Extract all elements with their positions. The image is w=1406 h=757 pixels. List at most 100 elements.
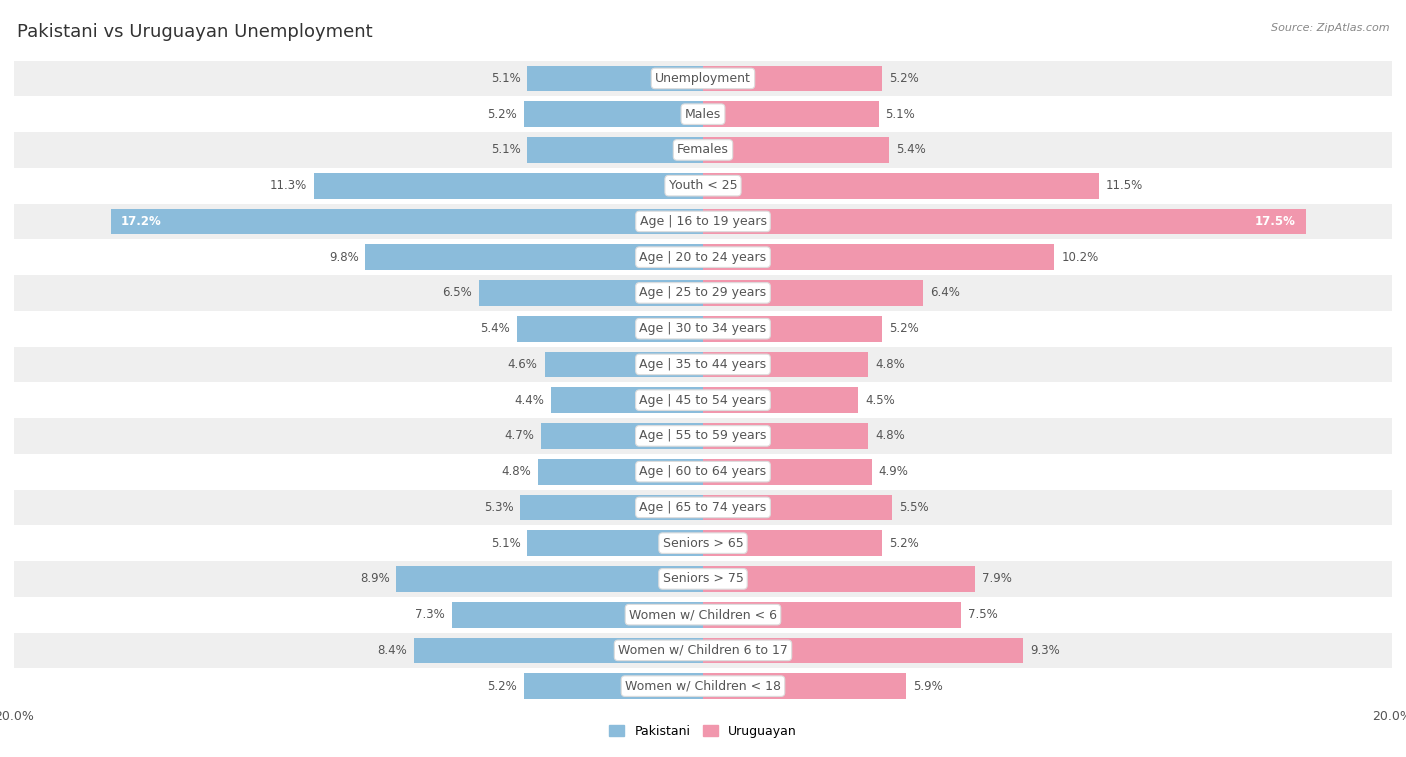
Text: 6.5%: 6.5% bbox=[443, 286, 472, 300]
Text: 5.2%: 5.2% bbox=[889, 322, 918, 335]
Text: Youth < 25: Youth < 25 bbox=[669, 179, 737, 192]
Text: 7.3%: 7.3% bbox=[415, 608, 444, 621]
Bar bbox=[111, 208, 703, 235]
Text: Seniors > 65: Seniors > 65 bbox=[662, 537, 744, 550]
Text: 4.8%: 4.8% bbox=[501, 465, 531, 478]
Text: 9.3%: 9.3% bbox=[1031, 644, 1060, 657]
Bar bbox=[703, 101, 879, 127]
Bar bbox=[544, 351, 703, 377]
Text: 7.9%: 7.9% bbox=[981, 572, 1012, 585]
Bar bbox=[703, 566, 976, 592]
Text: 17.5%: 17.5% bbox=[1254, 215, 1295, 228]
Text: Age | 45 to 54 years: Age | 45 to 54 years bbox=[640, 394, 766, 407]
Text: Seniors > 75: Seniors > 75 bbox=[662, 572, 744, 585]
Bar bbox=[703, 173, 1099, 198]
Text: 5.2%: 5.2% bbox=[889, 72, 918, 85]
Bar bbox=[703, 280, 924, 306]
Text: 6.4%: 6.4% bbox=[931, 286, 960, 300]
Text: Women w/ Children < 6: Women w/ Children < 6 bbox=[628, 608, 778, 621]
Text: Women w/ Children 6 to 17: Women w/ Children 6 to 17 bbox=[619, 644, 787, 657]
Bar bbox=[0, 311, 1406, 347]
Text: 9.8%: 9.8% bbox=[329, 251, 359, 263]
Text: Males: Males bbox=[685, 107, 721, 120]
Text: 5.1%: 5.1% bbox=[491, 537, 520, 550]
Bar bbox=[703, 245, 1054, 270]
Bar bbox=[0, 132, 1406, 168]
Bar bbox=[314, 173, 703, 198]
Text: Pakistani vs Uruguayan Unemployment: Pakistani vs Uruguayan Unemployment bbox=[17, 23, 373, 41]
Text: 17.2%: 17.2% bbox=[121, 215, 162, 228]
Text: 5.1%: 5.1% bbox=[491, 72, 520, 85]
Text: Age | 35 to 44 years: Age | 35 to 44 years bbox=[640, 358, 766, 371]
Text: Age | 65 to 74 years: Age | 65 to 74 years bbox=[640, 501, 766, 514]
Text: 4.9%: 4.9% bbox=[879, 465, 908, 478]
Bar bbox=[703, 423, 869, 449]
Bar bbox=[703, 316, 882, 341]
Text: 5.4%: 5.4% bbox=[481, 322, 510, 335]
Text: Age | 60 to 64 years: Age | 60 to 64 years bbox=[640, 465, 766, 478]
Bar bbox=[451, 602, 703, 628]
Bar bbox=[703, 531, 882, 556]
Text: Women w/ Children < 18: Women w/ Children < 18 bbox=[626, 680, 780, 693]
Text: 7.5%: 7.5% bbox=[969, 608, 998, 621]
Text: Females: Females bbox=[678, 143, 728, 157]
Text: 5.4%: 5.4% bbox=[896, 143, 925, 157]
Bar bbox=[0, 633, 1406, 668]
Text: 8.9%: 8.9% bbox=[360, 572, 389, 585]
Text: Unemployment: Unemployment bbox=[655, 72, 751, 85]
Bar bbox=[703, 494, 893, 520]
Bar bbox=[0, 96, 1406, 132]
Bar bbox=[0, 168, 1406, 204]
Bar bbox=[0, 418, 1406, 453]
Bar bbox=[703, 137, 889, 163]
Text: 5.3%: 5.3% bbox=[484, 501, 513, 514]
Bar bbox=[703, 459, 872, 484]
Legend: Pakistani, Uruguayan: Pakistani, Uruguayan bbox=[605, 720, 801, 743]
Text: 4.8%: 4.8% bbox=[875, 358, 905, 371]
Bar bbox=[703, 388, 858, 413]
Text: 4.6%: 4.6% bbox=[508, 358, 537, 371]
Bar bbox=[0, 597, 1406, 633]
Bar bbox=[527, 66, 703, 92]
Text: 8.4%: 8.4% bbox=[377, 644, 406, 657]
Bar bbox=[703, 66, 882, 92]
Text: Age | 20 to 24 years: Age | 20 to 24 years bbox=[640, 251, 766, 263]
Bar bbox=[0, 668, 1406, 704]
Bar bbox=[0, 204, 1406, 239]
Text: 4.4%: 4.4% bbox=[515, 394, 544, 407]
Text: Age | 16 to 19 years: Age | 16 to 19 years bbox=[640, 215, 766, 228]
Text: 11.3%: 11.3% bbox=[270, 179, 307, 192]
Bar bbox=[479, 280, 703, 306]
Bar bbox=[541, 423, 703, 449]
Text: 11.5%: 11.5% bbox=[1107, 179, 1143, 192]
Bar bbox=[0, 561, 1406, 597]
Text: 5.2%: 5.2% bbox=[488, 107, 517, 120]
Text: 5.9%: 5.9% bbox=[912, 680, 943, 693]
Bar bbox=[520, 494, 703, 520]
Bar bbox=[0, 453, 1406, 490]
Bar bbox=[0, 525, 1406, 561]
Bar bbox=[703, 673, 907, 699]
Text: 5.1%: 5.1% bbox=[886, 107, 915, 120]
Bar bbox=[703, 351, 869, 377]
Bar bbox=[366, 245, 703, 270]
Text: Age | 55 to 59 years: Age | 55 to 59 years bbox=[640, 429, 766, 442]
Bar bbox=[524, 673, 703, 699]
Text: Age | 25 to 29 years: Age | 25 to 29 years bbox=[640, 286, 766, 300]
Bar bbox=[413, 637, 703, 663]
Text: 4.5%: 4.5% bbox=[865, 394, 894, 407]
Bar bbox=[0, 382, 1406, 418]
Bar bbox=[0, 275, 1406, 311]
Text: 10.2%: 10.2% bbox=[1062, 251, 1098, 263]
Text: 4.8%: 4.8% bbox=[875, 429, 905, 442]
Text: 5.1%: 5.1% bbox=[491, 143, 520, 157]
Bar bbox=[0, 239, 1406, 275]
Bar bbox=[537, 459, 703, 484]
Text: Age | 30 to 34 years: Age | 30 to 34 years bbox=[640, 322, 766, 335]
Bar bbox=[527, 137, 703, 163]
Text: 5.2%: 5.2% bbox=[488, 680, 517, 693]
Bar bbox=[517, 316, 703, 341]
Text: 4.7%: 4.7% bbox=[505, 429, 534, 442]
Bar bbox=[0, 347, 1406, 382]
Text: Source: ZipAtlas.com: Source: ZipAtlas.com bbox=[1271, 23, 1389, 33]
